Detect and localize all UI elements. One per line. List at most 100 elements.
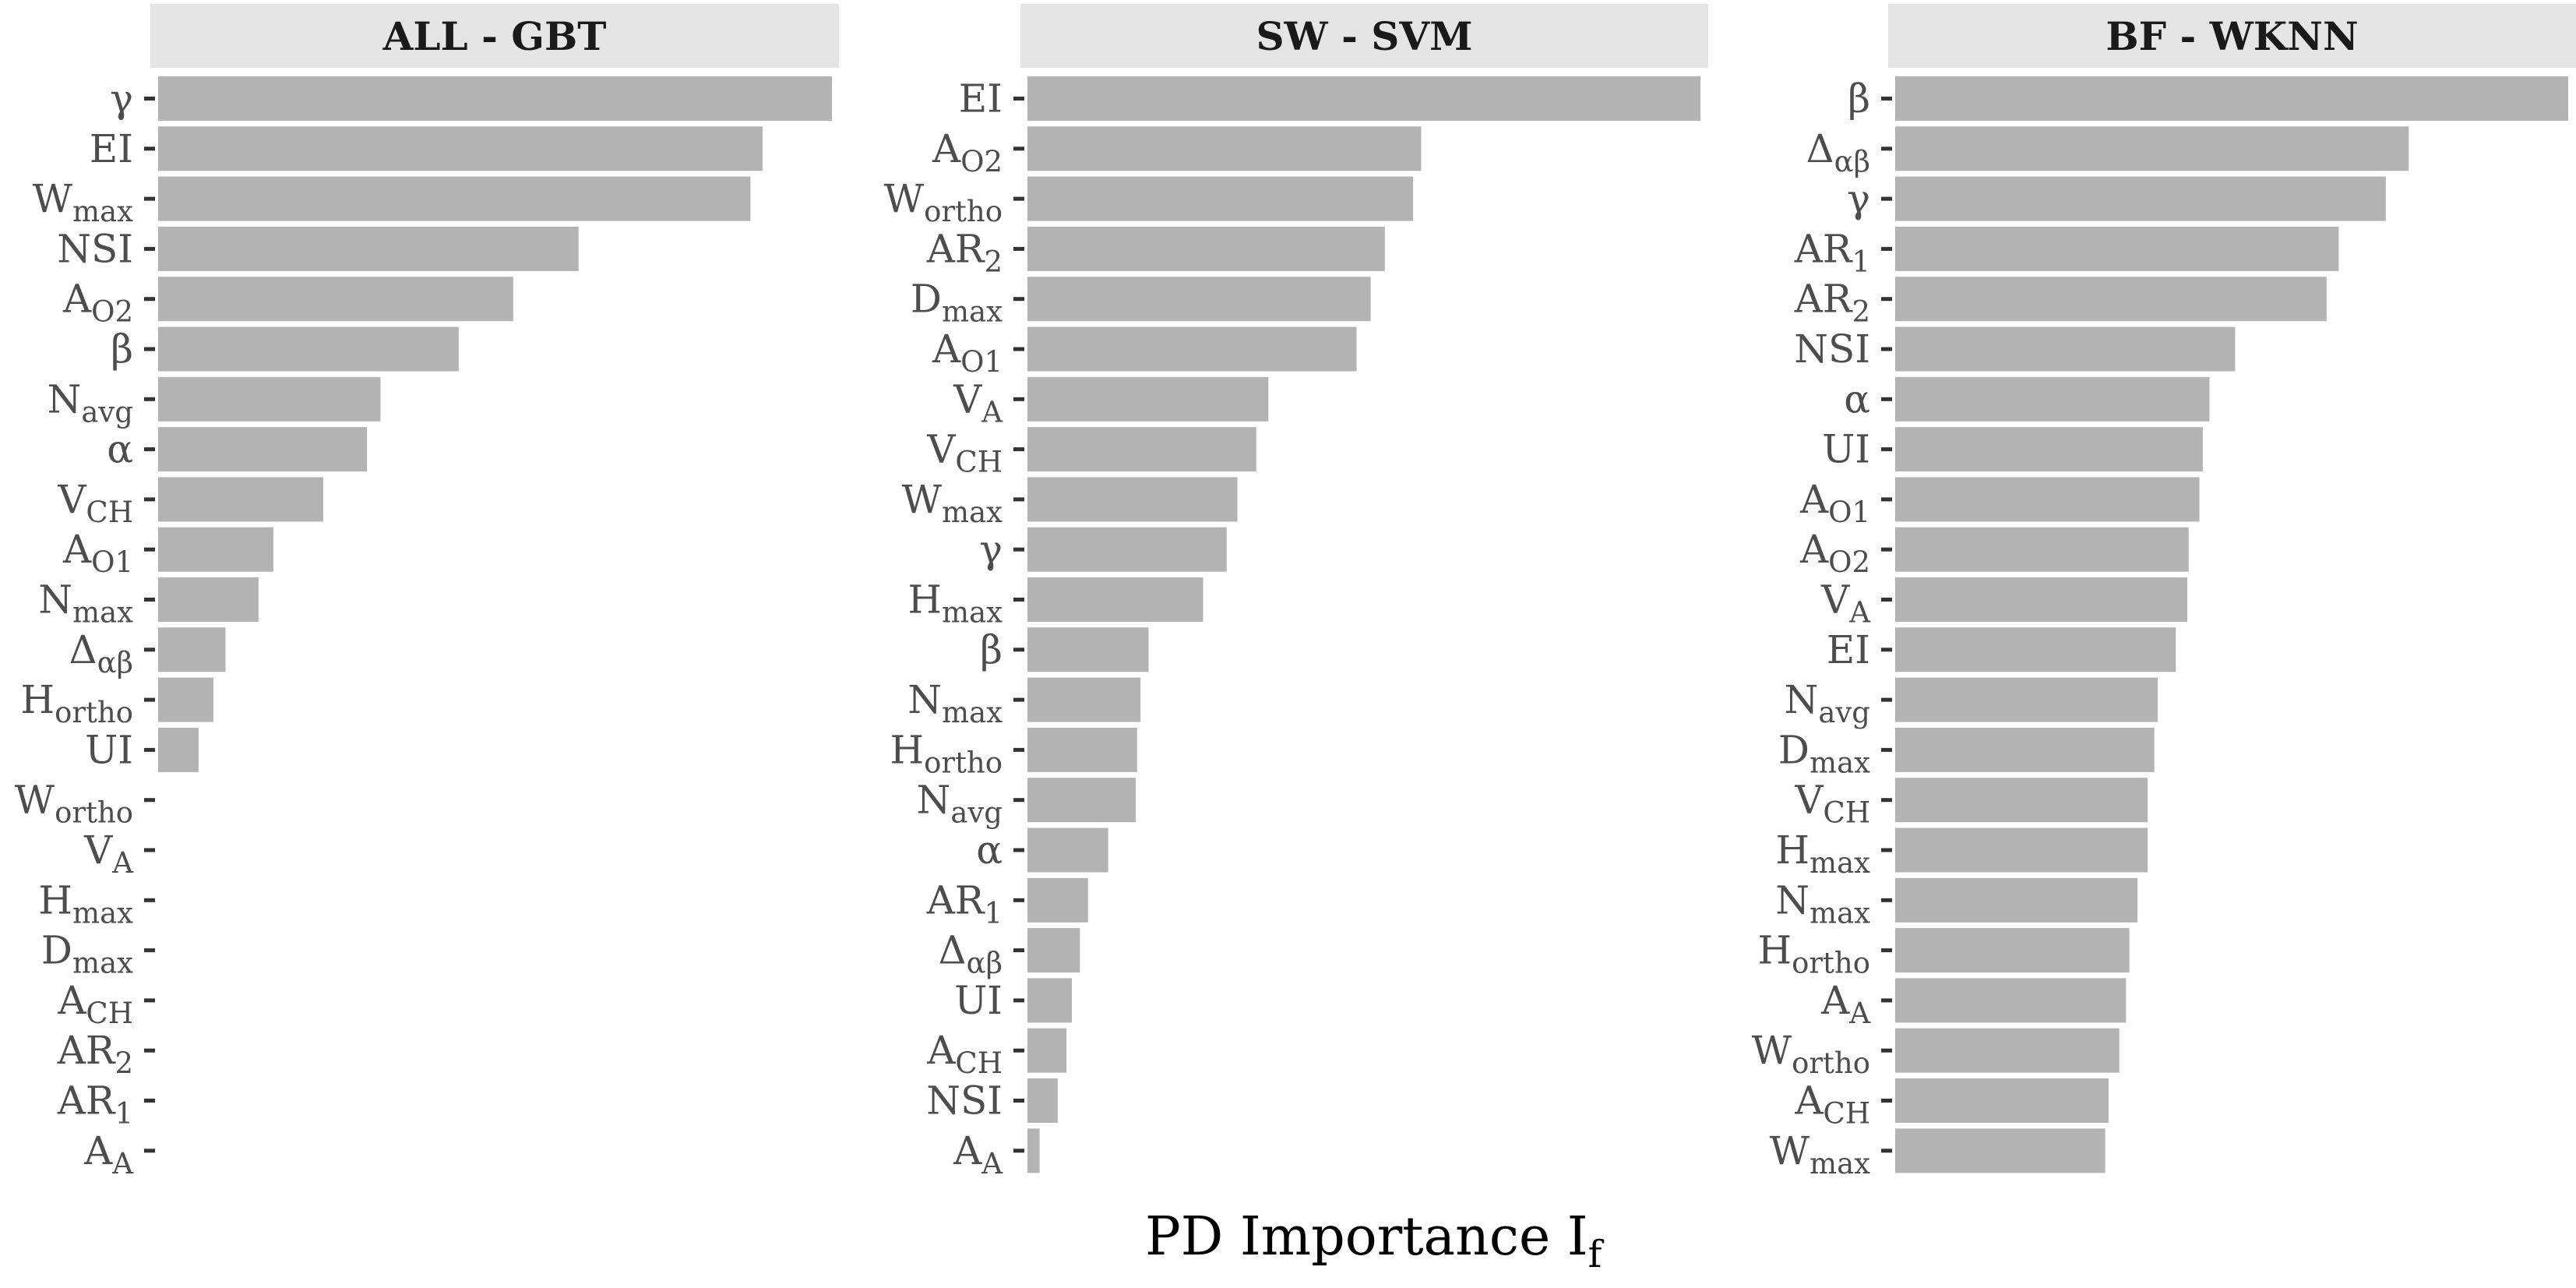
bar	[1895, 76, 2568, 121]
bar	[1027, 126, 1422, 171]
panel-2: SW - SVMEIAO2WorthoAR2DmaxAO1VAVCHWmaxγH…	[884, 4, 1708, 1180]
bar	[1895, 978, 2127, 1023]
y-tick-label: Hortho	[1757, 928, 1870, 980]
y-tick-label: Navg	[917, 778, 1003, 830]
panel-title: BF - WKNN	[2106, 13, 2358, 59]
bar	[1895, 677, 2158, 722]
bar	[158, 326, 459, 372]
y-tick-label: Δαβ	[939, 928, 1003, 980]
bar	[1027, 176, 1414, 221]
y-tick-label: γ	[110, 76, 133, 122]
bar	[158, 427, 368, 472]
y-tick-label: Dmax	[1778, 727, 1870, 779]
y-tick-label: ACH	[1794, 1078, 1870, 1131]
bar	[1027, 277, 1371, 322]
bar	[1895, 877, 2138, 923]
y-tick-label: ACH	[57, 978, 133, 1030]
y-tick-label: AO2	[1799, 527, 1870, 579]
panel-title: SW - SVM	[1256, 13, 1472, 59]
bar	[1027, 877, 1088, 923]
y-tick-label: Nmax	[1775, 877, 1870, 930]
bar	[158, 477, 323, 522]
y-tick-label: Wortho	[884, 176, 1003, 228]
y-tick-label: Wmax	[33, 176, 134, 228]
y-tick-label: EI	[90, 126, 133, 171]
bar	[1895, 277, 2327, 322]
y-tick-label: Hmax	[1775, 827, 1870, 880]
y-tick-label: VA	[1820, 577, 1871, 630]
y-tick-label: Nmax	[907, 677, 1003, 729]
x-axis-label: PD Importance If	[1145, 1206, 1605, 1276]
y-tick-label: AO2	[62, 277, 133, 329]
y-tick-label: Dmax	[911, 277, 1003, 329]
bar	[158, 527, 273, 572]
bar	[1895, 928, 2130, 973]
bar	[158, 577, 259, 622]
y-tick-label: AR1	[1794, 226, 1870, 278]
y-tick-label: AO1	[1799, 477, 1870, 529]
y-tick-label: AO1	[932, 326, 1003, 379]
bar	[1027, 76, 1700, 121]
bar	[1027, 527, 1227, 572]
y-tick-label: AR1	[926, 877, 1003, 930]
y-tick-label: EI	[1827, 627, 1870, 672]
y-tick-label: Hortho	[890, 727, 1003, 779]
y-tick-label: AR2	[926, 226, 1003, 278]
y-tick-label: Hmax	[907, 577, 1003, 630]
bar	[1027, 226, 1385, 271]
bar	[1895, 1078, 2109, 1123]
panel-strip	[1888, 4, 2576, 68]
bar	[1895, 326, 2236, 372]
y-tick-label: AR1	[57, 1078, 133, 1131]
y-tick-label: Wortho	[15, 778, 133, 830]
bar	[1027, 627, 1149, 672]
y-tick-label: γ	[979, 527, 1003, 572]
bar	[1027, 477, 1238, 522]
y-tick-label: Dmax	[41, 928, 133, 980]
bar	[1027, 577, 1203, 622]
y-tick-label: VCH	[926, 427, 1003, 479]
y-tick-label: VA	[83, 827, 134, 880]
bar	[1027, 1128, 1040, 1173]
bar	[1895, 376, 2210, 422]
y-tick-label: ACH	[926, 1028, 1003, 1080]
bar	[1027, 1028, 1067, 1073]
y-tick-label: NSI	[57, 226, 133, 271]
y-tick-label: α	[1844, 376, 1870, 422]
bar	[1895, 827, 2148, 873]
bar	[1895, 778, 2148, 823]
bar	[1895, 126, 2409, 171]
y-tick-label: EI	[959, 76, 1003, 122]
bar	[1895, 627, 2176, 672]
y-tick-label: Hmax	[38, 877, 133, 930]
bar	[1895, 226, 2339, 271]
bar	[1027, 778, 1136, 823]
bar	[1027, 1078, 1058, 1123]
y-tick-label: VCH	[1794, 778, 1870, 830]
bar	[158, 176, 751, 221]
y-tick-label: α	[976, 827, 1003, 873]
bar	[158, 677, 213, 722]
y-tick-label: Navg	[48, 376, 133, 429]
bar	[1027, 978, 1073, 1023]
y-tick-label: UI	[954, 978, 1003, 1023]
bar	[158, 277, 513, 322]
y-tick-label: Wmax	[902, 477, 1003, 529]
bar	[1027, 928, 1080, 973]
bar	[158, 376, 381, 422]
y-tick-label: AA	[1820, 978, 1871, 1030]
y-tick-label: NSI	[1794, 326, 1870, 372]
bar	[1895, 477, 2200, 522]
bar	[158, 76, 832, 121]
bar	[1895, 1128, 2106, 1173]
bar	[1895, 577, 2187, 622]
panel-strip	[1020, 4, 1708, 68]
y-tick-label: AA	[83, 1128, 134, 1180]
bar	[1895, 727, 2155, 772]
y-tick-label: Wortho	[1752, 1028, 1870, 1080]
y-tick-label: β	[111, 326, 133, 372]
bar	[158, 226, 579, 271]
